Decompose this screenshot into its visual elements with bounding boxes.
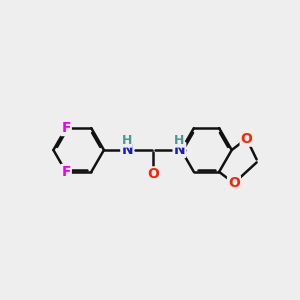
Text: O: O (147, 167, 159, 182)
Text: N: N (174, 143, 185, 157)
Text: F: F (61, 165, 71, 179)
Text: H: H (174, 134, 184, 147)
Text: H: H (122, 134, 132, 147)
Text: O: O (228, 176, 240, 190)
Text: O: O (241, 132, 253, 146)
Text: F: F (61, 121, 71, 135)
Text: N: N (121, 143, 133, 157)
